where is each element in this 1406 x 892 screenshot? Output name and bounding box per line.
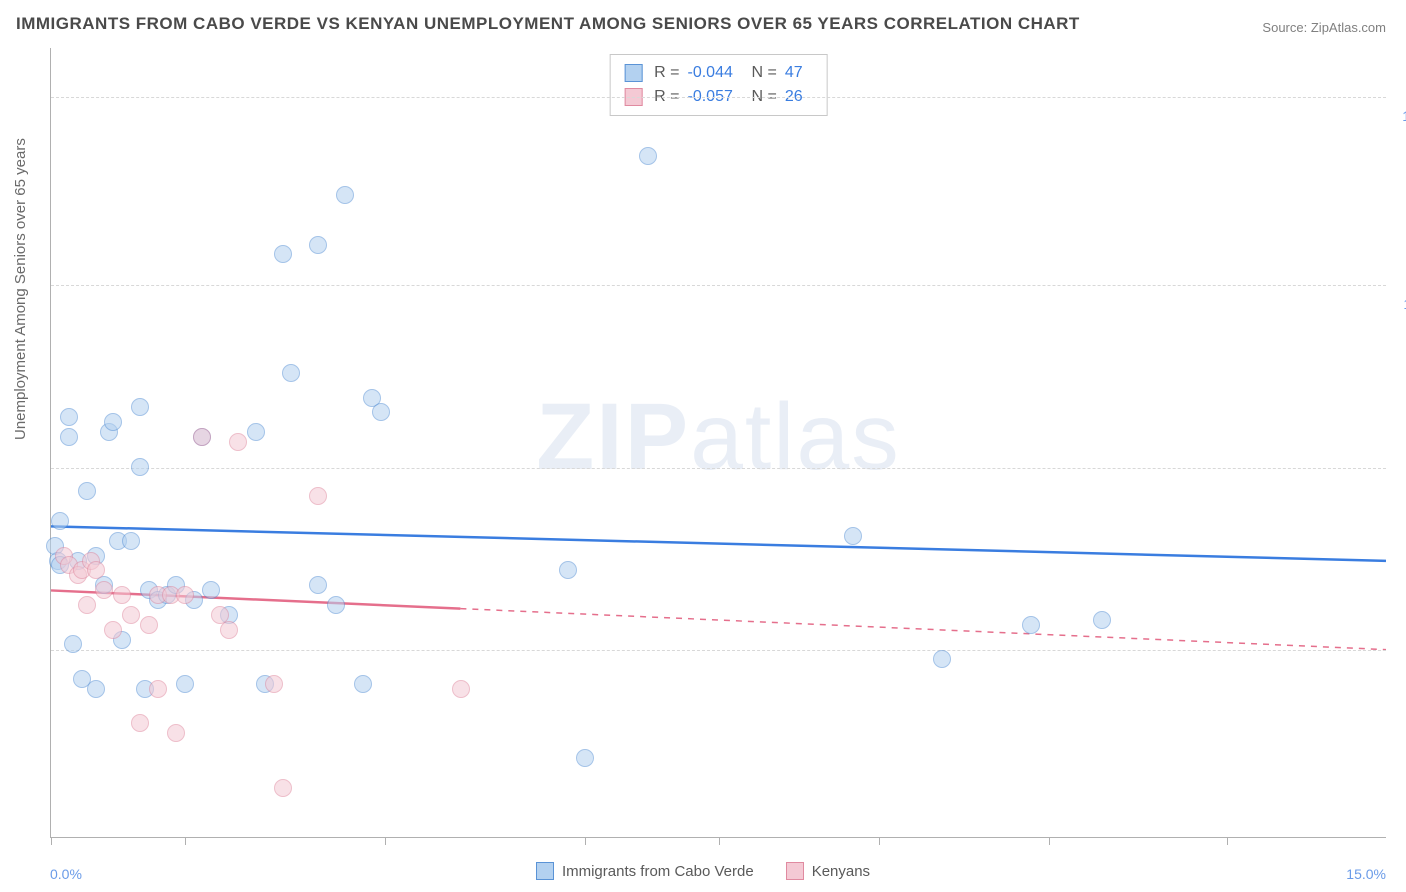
data-point [64,635,82,653]
chart-title: IMMIGRANTS FROM CABO VERDE VS KENYAN UNE… [16,14,1080,34]
data-point [87,561,105,579]
x-tick [1227,837,1228,845]
data-point [1022,616,1040,634]
legend-r-label: R = [654,61,679,85]
gridline: 3.8% [51,650,1386,651]
data-point [576,749,594,767]
x-tick [185,837,186,845]
x-tick [51,837,52,845]
data-point [60,408,78,426]
series-name: Immigrants from Cabo Verde [562,863,754,880]
plot-area: ZIPatlas R =-0.044N =47R =-0.057N =26 3.… [50,48,1386,838]
data-point [452,680,470,698]
data-point [113,586,131,604]
data-point [87,680,105,698]
data-point [131,714,149,732]
legend-row: R = -0.044 N = 47 [624,61,813,85]
data-point [354,675,372,693]
x-tick [719,837,720,845]
source-label: Source: ZipAtlas.com [1262,20,1386,35]
series-name: Kenyans [812,863,870,880]
data-point [327,596,345,614]
data-point [274,779,292,797]
data-point [122,532,140,550]
data-point [309,576,327,594]
source-link[interactable]: ZipAtlas.com [1311,20,1386,35]
x-tick [879,837,880,845]
series-legend: Immigrants from Cabo Verde Kenyans [0,862,1406,884]
data-point [95,581,113,599]
source-prefix: Source: [1262,20,1307,35]
data-point [104,413,122,431]
data-point [167,724,185,742]
data-point [559,561,577,579]
legend-r-value: -0.044 [688,61,738,85]
data-point [372,403,390,421]
legend-swatch [536,862,554,880]
data-point [140,616,158,634]
data-point [51,512,69,530]
data-point [933,650,951,668]
data-point [639,147,657,165]
data-point [60,428,78,446]
data-point [229,433,247,451]
legend-swatch [786,862,804,880]
data-point [336,186,354,204]
watermark: ZIPatlas [536,383,900,492]
gridline: 11.2% [51,285,1386,286]
y-axis-label: Unemployment Among Seniors over 65 years [12,138,29,440]
data-point [309,236,327,254]
legend-n-value: 47 [785,61,809,85]
x-tick [585,837,586,845]
data-point [131,398,149,416]
data-point [149,680,167,698]
gridline: 15.0% [51,97,1386,98]
series-legend-item: Kenyans [786,862,870,880]
data-point [274,245,292,263]
data-point [265,675,283,693]
legend-n-label: N = [752,61,777,85]
data-point [309,487,327,505]
data-point [282,364,300,382]
data-point [176,586,194,604]
y-tick-label: 15.0% [1390,108,1406,124]
data-point [122,606,140,624]
data-point [220,621,238,639]
data-point [131,458,149,476]
gridline: 7.5% [51,468,1386,469]
data-point [1093,611,1111,629]
y-tick-label: 7.5% [1390,479,1406,495]
data-point [202,581,220,599]
data-point [247,423,265,441]
correlation-legend: R =-0.044N =47R =-0.057N =26 [609,54,828,116]
data-point [78,596,96,614]
y-tick-label: 11.2% [1390,296,1406,312]
y-tick-label: 3.8% [1390,661,1406,677]
x-tick [1049,837,1050,845]
data-point [78,482,96,500]
series-legend-item: Immigrants from Cabo Verde [536,862,754,880]
trend-lines [51,48,1386,837]
data-point [176,675,194,693]
x-tick [385,837,386,845]
legend-swatch [624,64,642,82]
data-point [844,527,862,545]
data-point [193,428,211,446]
data-point [104,621,122,639]
